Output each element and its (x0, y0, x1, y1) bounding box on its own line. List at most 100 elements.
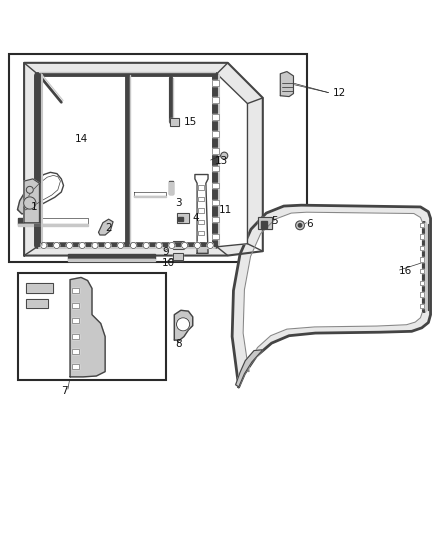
Bar (212, 166, 219, 171)
Bar (177, 213, 189, 223)
Bar (420, 246, 424, 250)
Bar (212, 166, 219, 171)
Bar (198, 197, 204, 201)
Bar (212, 182, 219, 188)
Bar (212, 98, 219, 103)
Bar (18, 273, 166, 381)
Circle shape (105, 243, 111, 248)
Text: 7: 7 (61, 386, 68, 397)
Bar (420, 257, 424, 262)
Circle shape (296, 221, 304, 230)
Text: 16: 16 (399, 266, 412, 276)
Bar (72, 349, 79, 354)
Bar (212, 149, 219, 154)
Circle shape (221, 152, 228, 159)
Circle shape (79, 243, 85, 248)
Bar (72, 303, 79, 308)
Bar (72, 318, 79, 324)
Polygon shape (24, 179, 39, 223)
Polygon shape (24, 63, 263, 255)
Bar (420, 235, 424, 239)
Circle shape (92, 243, 98, 248)
Bar (198, 208, 204, 213)
Bar (420, 280, 424, 285)
Text: 12: 12 (333, 88, 346, 99)
Bar (420, 223, 424, 227)
Polygon shape (134, 192, 166, 196)
Bar (212, 199, 219, 205)
Bar (178, 216, 183, 221)
Bar (212, 98, 219, 103)
Bar (198, 185, 204, 190)
Bar (72, 364, 79, 369)
Bar (173, 241, 184, 248)
Bar (198, 220, 204, 224)
Circle shape (143, 243, 149, 248)
Bar (198, 243, 204, 247)
Text: 9: 9 (162, 247, 169, 256)
Bar (212, 80, 219, 86)
Circle shape (298, 223, 302, 227)
Bar (212, 149, 219, 154)
Bar (169, 181, 173, 194)
Bar (258, 217, 272, 229)
Bar (198, 197, 204, 201)
Bar (198, 243, 204, 247)
Circle shape (41, 243, 47, 248)
Bar (173, 241, 184, 248)
Bar (72, 287, 79, 293)
Bar (26, 300, 48, 308)
Polygon shape (18, 223, 88, 226)
Bar (198, 208, 204, 213)
Bar (212, 182, 219, 188)
Polygon shape (134, 196, 166, 197)
Text: 14: 14 (74, 134, 88, 144)
Polygon shape (195, 174, 208, 253)
Bar (170, 118, 179, 126)
Bar (420, 304, 424, 308)
Circle shape (207, 243, 213, 248)
Bar (212, 216, 219, 222)
Polygon shape (70, 278, 105, 377)
Bar (420, 246, 424, 250)
Circle shape (53, 243, 60, 248)
Bar (72, 349, 79, 354)
Circle shape (26, 187, 33, 193)
Polygon shape (37, 74, 247, 247)
Text: 4: 4 (193, 213, 199, 223)
Bar (72, 334, 79, 339)
Bar (420, 269, 424, 273)
Polygon shape (18, 219, 88, 223)
Bar (72, 318, 79, 324)
Bar (173, 253, 183, 260)
Polygon shape (18, 172, 64, 214)
Bar (212, 132, 219, 137)
Text: 5: 5 (272, 215, 278, 225)
Bar (198, 220, 204, 224)
Circle shape (169, 243, 175, 248)
Bar (198, 185, 204, 190)
Bar (173, 253, 183, 260)
Text: 1: 1 (31, 203, 37, 212)
Bar (212, 132, 219, 137)
Circle shape (131, 243, 137, 248)
Text: 11: 11 (219, 205, 232, 215)
Text: 3: 3 (175, 198, 182, 208)
Bar (72, 334, 79, 339)
Bar (420, 235, 424, 239)
Bar (212, 216, 219, 222)
Polygon shape (243, 212, 423, 372)
Bar (198, 231, 204, 236)
Polygon shape (174, 310, 193, 340)
Bar (261, 221, 267, 228)
Text: 15: 15 (184, 117, 197, 127)
Bar (169, 182, 173, 194)
Bar (26, 283, 53, 293)
Bar (420, 292, 424, 296)
Circle shape (156, 243, 162, 248)
Bar (212, 199, 219, 205)
Bar (212, 233, 219, 239)
Polygon shape (236, 350, 263, 387)
Bar (258, 217, 272, 229)
Bar (420, 257, 424, 262)
